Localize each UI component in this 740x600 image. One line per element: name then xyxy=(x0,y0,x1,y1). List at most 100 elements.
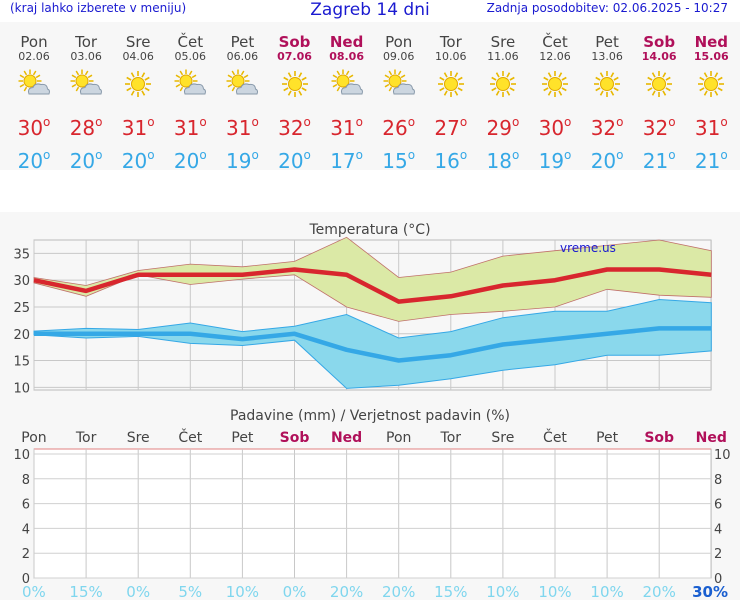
sun-icon xyxy=(529,66,581,102)
min-temp-line xyxy=(34,326,712,363)
precip-ytick-right: 8 xyxy=(714,473,722,488)
max-temp: 31o xyxy=(330,115,363,140)
precip-probability: 0% xyxy=(22,583,46,600)
day-column: Pon 09.06 26o 15o xyxy=(373,22,425,173)
last-update: Zadnja posodobitev: 02.06.2025 - 10:27 xyxy=(486,1,728,15)
min-temp: 21o xyxy=(642,148,676,173)
sun-cloud-icon xyxy=(164,66,216,102)
max-temp: 31o xyxy=(225,115,259,140)
min-temp: 19o xyxy=(538,148,572,173)
min-temp: 20o xyxy=(69,148,103,173)
day-name: Ned xyxy=(329,33,364,51)
min-temp: 20o xyxy=(590,148,624,173)
temp-chart-title: Temperatura (°C) xyxy=(308,222,430,238)
day-date: 13.06 xyxy=(591,50,623,63)
precip-probability: 10% xyxy=(590,583,623,600)
day-date: 11.06 xyxy=(487,50,519,63)
sun-icon xyxy=(581,66,633,102)
day-date: 04.06 xyxy=(122,50,154,63)
sun-icon xyxy=(269,66,321,102)
day-name: Sob xyxy=(278,33,311,51)
precip-probability-row: 0% 15% 0% 5% 10% 0% 20% 20% 15% 10% 10% 10% 20% 30% xyxy=(22,583,728,600)
precip-ytick-left: 8 xyxy=(22,473,30,488)
day-column: Sre 11.06 29o 18o xyxy=(477,22,529,173)
max-range-band xyxy=(33,236,712,322)
max-temp-line xyxy=(33,267,712,304)
day-name: Pon xyxy=(385,33,413,51)
precip-probability: 10% xyxy=(226,583,259,600)
day-column: Pet 06.06 31o 19o xyxy=(216,22,268,173)
precip-probability: 10% xyxy=(538,583,571,600)
location-hint[interactable]: (kraj lahko izberete v meniju) xyxy=(10,1,187,15)
precip-y-axis: 0 0 2 2 4 4 6 6 8 8 10 10 xyxy=(13,448,730,587)
max-temp: 31o xyxy=(694,115,728,140)
temp-ytick-label: 20 xyxy=(13,328,30,343)
forecast-strip: Pon 02.06 30o 20o Tor 03.06 28o 20o Sre 04.06 31o 2… xyxy=(0,22,740,173)
temp-ytick-label: 30 xyxy=(13,274,30,289)
min-temp: 20o xyxy=(278,148,311,173)
precip-ytick-left: 6 xyxy=(22,498,30,513)
day-date: 03.06 xyxy=(70,50,102,63)
day-name: Sre xyxy=(490,33,516,51)
day-column: Pet 13.06 32o 20o xyxy=(581,22,633,173)
temp-ytick-label: 25 xyxy=(13,301,30,316)
day-date: 10.06 xyxy=(435,50,467,63)
precip-ytick-right: 2 xyxy=(714,547,722,562)
precip-ytick-left: 2 xyxy=(22,547,30,562)
temp-ytick-label: 35 xyxy=(13,247,30,262)
day-name: Čet xyxy=(177,33,204,51)
day-name: Pon xyxy=(20,33,48,51)
precip-day-labels: Pon Tor Sre Čet Pet Sob Ned Pon Tor Sre Čet Pet Sob N… xyxy=(21,428,727,446)
day-column: Čet 12.06 30o 19o xyxy=(529,22,581,173)
precip-probability: 15% xyxy=(69,583,102,600)
day-column: Ned 15.06 31o 21o xyxy=(685,22,737,173)
precip-day-label: Ned xyxy=(696,430,727,446)
page-title: Zagreb 14 dni xyxy=(310,0,430,20)
day-column: Sre 04.06 31o 20o xyxy=(112,22,164,173)
min-temp: 20o xyxy=(173,148,207,173)
day-name: Sob xyxy=(643,33,676,51)
precip-probability: 20% xyxy=(643,583,676,600)
min-temp: 18o xyxy=(486,148,520,173)
day-date: 15.06 xyxy=(693,50,729,63)
sun-icon xyxy=(112,66,164,102)
precip-day-label: Tor xyxy=(440,430,462,446)
day-column: Sob 14.06 32o 21o xyxy=(633,22,685,173)
day-name: Pet xyxy=(595,33,619,51)
min-temp: 15o xyxy=(382,148,416,173)
sun-cloud-icon xyxy=(60,66,112,102)
precip-day-label: Čet xyxy=(543,428,567,446)
day-column: Ned 08.06 31o 17o xyxy=(321,22,373,173)
max-temp: 30o xyxy=(17,115,51,140)
day-date: 14.06 xyxy=(641,50,677,63)
precip-day-label: Sob xyxy=(280,430,310,446)
min-temp: 19o xyxy=(225,148,259,173)
max-temp: 32o xyxy=(642,115,676,140)
precip-day-label: Ned xyxy=(331,430,362,446)
precip-day-label: Tor xyxy=(75,430,97,446)
precip-ytick-left: 10 xyxy=(13,448,30,463)
max-temp: 26o xyxy=(382,115,416,140)
precip-probability: 5% xyxy=(178,583,202,600)
precip-day-label: Pet xyxy=(596,430,619,446)
precip-ytick-left: 4 xyxy=(22,522,30,537)
min-temp: 20o xyxy=(17,148,51,173)
precip-day-label: Pon xyxy=(386,430,411,446)
day-date: 02.06 xyxy=(18,50,50,63)
precip-day-label: Pet xyxy=(231,430,254,446)
day-name: Tor xyxy=(439,33,462,51)
min-temp: 20o xyxy=(121,148,155,173)
sun-icon xyxy=(425,66,477,102)
precip-ytick-right: 0 xyxy=(714,572,722,587)
temp-y-axis: 10 15 20 25 30 35 xyxy=(13,247,30,396)
max-temp: 28o xyxy=(69,115,103,140)
day-column: Pon 02.06 30o 20o xyxy=(8,22,60,173)
day-column: Sob 07.06 32o 20o xyxy=(269,22,321,173)
precip-day-label: Pon xyxy=(21,430,46,446)
precip-chart-title: Padavine (mm) / Verjetnost padavin (%) xyxy=(230,408,510,424)
sun-icon xyxy=(685,66,737,102)
day-date: 07.06 xyxy=(277,50,312,63)
day-name: Ned xyxy=(694,33,729,51)
day-name: Pet xyxy=(230,33,255,51)
